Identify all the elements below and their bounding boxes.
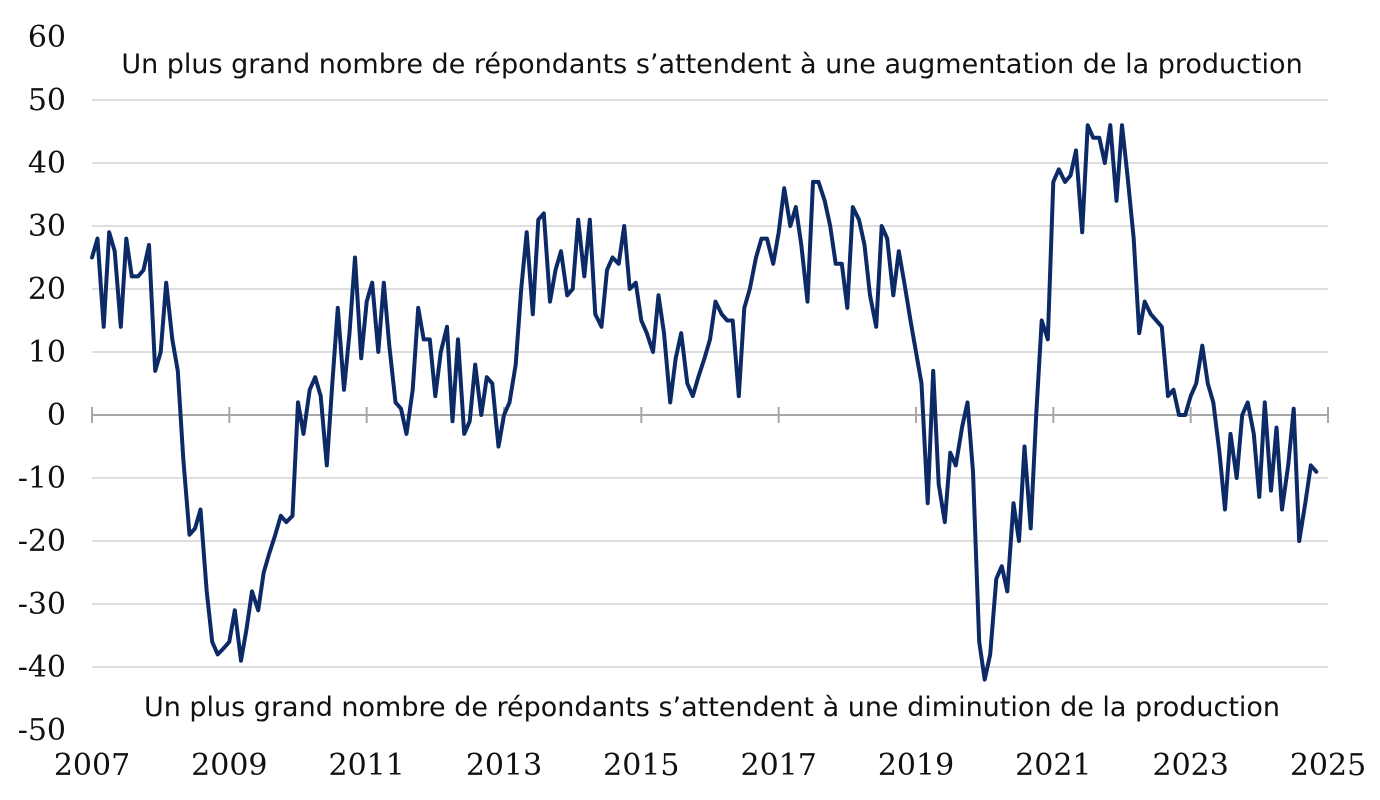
y-tick-label: -40 bbox=[18, 650, 66, 685]
y-tick-label: -30 bbox=[18, 587, 66, 622]
x-tick-label: 2007 bbox=[54, 748, 130, 783]
gridlines bbox=[91, 99, 1329, 668]
y-axis-tick-labels: 60 50 40 30 20 10 0 -10 -20 -30 -40 -50 bbox=[18, 20, 66, 748]
y-tick-label: 0 bbox=[47, 398, 66, 433]
x-tick-label: 2021 bbox=[1015, 748, 1091, 783]
upper-annotation: Un plus grand nombre de répondants s’att… bbox=[121, 49, 1302, 80]
y-tick-label: 60 bbox=[28, 20, 66, 55]
y-tick-label: 40 bbox=[28, 146, 66, 181]
x-tick-label: 2013 bbox=[466, 748, 542, 783]
x-tick-label: 2009 bbox=[191, 748, 267, 783]
x-tick-label: 2015 bbox=[603, 748, 679, 783]
y-tick-label: 10 bbox=[28, 335, 66, 370]
y-tick-label: -20 bbox=[18, 524, 66, 559]
x-tick-label: 2023 bbox=[1152, 748, 1228, 783]
lower-annotation: Un plus grand nombre de répondants s’att… bbox=[144, 692, 1280, 723]
x-tick-label: 2017 bbox=[740, 748, 816, 783]
y-tick-label: 30 bbox=[28, 209, 66, 244]
x-tick-label: 2019 bbox=[878, 748, 954, 783]
y-tick-label: 50 bbox=[28, 83, 66, 118]
y-tick-label: -50 bbox=[18, 713, 66, 748]
x-axis-tick-labels: 2007 2009 2011 2013 2015 2017 2019 2021 2023 2025 bbox=[54, 748, 1366, 783]
y-tick-label: 20 bbox=[28, 272, 66, 307]
y-tick-label: -10 bbox=[18, 461, 66, 496]
x-tick-label: 2025 bbox=[1290, 748, 1366, 783]
x-tick-label: 2011 bbox=[328, 748, 404, 783]
series-line bbox=[90, 123, 1319, 682]
